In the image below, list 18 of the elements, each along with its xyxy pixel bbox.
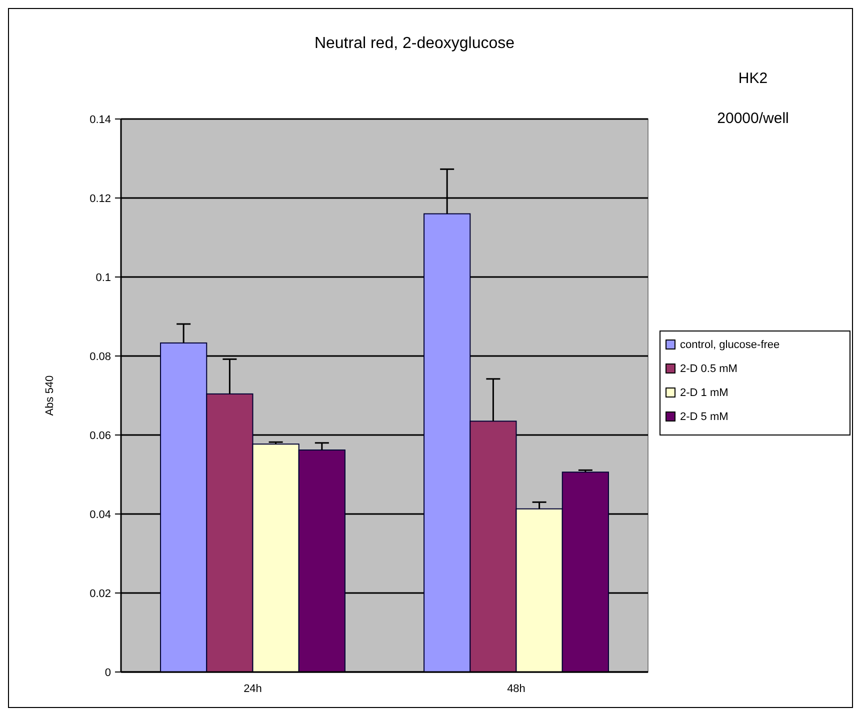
y-axis-title: Abs 540 [44,375,56,416]
chart-title: Neutral red, 2-deoxyglucose [314,35,515,52]
y-tick-label: 0.06 [90,430,111,442]
x-tick-label: 24h [244,683,262,695]
y-tick-label: 0.14 [90,114,111,126]
x-tick-label: 48h [507,683,526,695]
y-tick-label: 0.12 [90,193,111,205]
legend-label: 2-D 1 mM [680,387,728,399]
legend-label: control, glucose-free [680,339,780,351]
legend-label: 2-D 0.5 mM [680,363,738,375]
text: 20000/well [717,110,789,127]
y-tick-label: 0.04 [90,509,111,521]
y-tick-label: 0.02 [90,588,111,600]
y-tick-label: 0.1 [96,272,111,284]
y-tick-label: 0 [104,667,111,679]
text: HK2 [738,70,768,87]
y-tick-label: 0.08 [90,351,111,363]
legend-label: 2-D 5 mM [680,411,728,423]
